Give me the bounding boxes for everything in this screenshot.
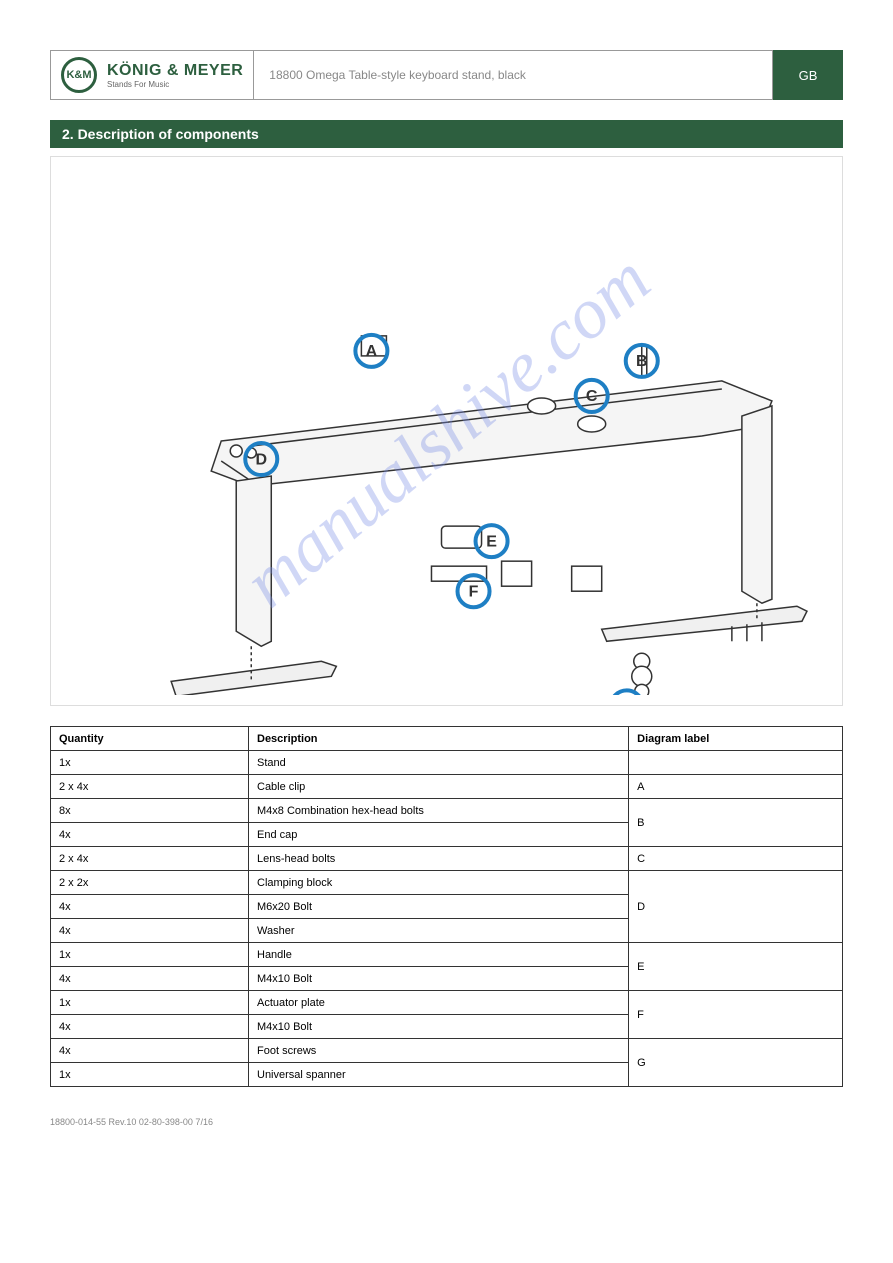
- cell-description: End cap: [249, 823, 629, 847]
- section-title: 2. Description of components: [50, 120, 843, 148]
- header-language-badge: GB: [773, 50, 843, 100]
- cell-description: Foot screws: [249, 1039, 629, 1063]
- cell-diagram-label: B: [629, 799, 843, 847]
- table-row: 2 x 4xCable clipA: [51, 775, 843, 799]
- col-header-quantity: Quantity: [51, 727, 249, 751]
- table-row: 1xActuator plateF: [51, 991, 843, 1015]
- cell-quantity: 4x: [51, 1039, 249, 1063]
- cell-quantity: 2 x 4x: [51, 847, 249, 871]
- parts-table: Quantity Description Diagram label 1xSta…: [50, 726, 843, 1087]
- cell-quantity: 1x: [51, 1063, 249, 1087]
- cell-diagram-label: E: [629, 943, 843, 991]
- logo-sub-text: Stands For Music: [107, 80, 243, 89]
- parts-table-container: Quantity Description Diagram label 1xSta…: [50, 726, 843, 1087]
- cell-description: Washer: [249, 919, 629, 943]
- diagram-marker-label-f: F: [469, 582, 479, 600]
- logo-initials: K&M: [66, 69, 91, 81]
- cell-description: Handle: [249, 943, 629, 967]
- cell-quantity: 4x: [51, 967, 249, 991]
- cell-description: M6x20 Bolt: [249, 895, 629, 919]
- diagram-marker-label-e: E: [486, 532, 497, 550]
- logo-icon: K&M: [61, 57, 97, 93]
- table-header-row: Quantity Description Diagram label: [51, 727, 843, 751]
- cell-description: Lens-head bolts: [249, 847, 629, 871]
- cell-diagram-label: F: [629, 991, 843, 1039]
- diagram-marker-label-d: D: [255, 450, 267, 468]
- table-row: 8xM4x8 Combination hex-head boltsB: [51, 799, 843, 823]
- cell-diagram-label: [629, 751, 843, 775]
- cell-quantity: 1x: [51, 751, 249, 775]
- cell-description: M4x10 Bolt: [249, 967, 629, 991]
- cell-quantity: 4x: [51, 823, 249, 847]
- assembly-diagram: ABCDEFG manualshive.com: [50, 156, 843, 706]
- logo-main-text: KÖNIG & MEYER: [107, 62, 243, 80]
- cell-quantity: 4x: [51, 1015, 249, 1039]
- cell-description: Cable clip: [249, 775, 629, 799]
- cell-diagram-label: D: [629, 871, 843, 943]
- table-row: 1xHandleE: [51, 943, 843, 967]
- cell-quantity: 1x: [51, 991, 249, 1015]
- table-row: 2 x 4xLens-head boltsC: [51, 847, 843, 871]
- cell-quantity: 2 x 4x: [51, 775, 249, 799]
- cell-description: M4x10 Bolt: [249, 1015, 629, 1039]
- diagram-svg: ABCDEFG: [61, 167, 832, 695]
- header-title: 18800 Omega Table-style keyboard stand, …: [254, 50, 773, 100]
- cell-description: M4x8 Combination hex-head bolts: [249, 799, 629, 823]
- table-row: 2 x 2xClamping blockD: [51, 871, 843, 895]
- logo-text-block: KÖNIG & MEYER Stands For Music: [107, 62, 243, 89]
- diagram-marker-label-b: B: [636, 352, 648, 370]
- cell-quantity: 4x: [51, 919, 249, 943]
- cell-description: Clamping block: [249, 871, 629, 895]
- cell-quantity: 4x: [51, 895, 249, 919]
- col-header-description: Description: [249, 727, 629, 751]
- page-footer: 18800-014-55 Rev.10 02-80-398-00 7/16: [50, 1117, 843, 1127]
- cell-quantity: 1x: [51, 943, 249, 967]
- logo-section: K&M KÖNIG & MEYER Stands For Music: [50, 50, 254, 100]
- col-header-label: Diagram label: [629, 727, 843, 751]
- cell-description: Stand: [249, 751, 629, 775]
- diagram-marker-label-a: A: [366, 342, 378, 360]
- cell-diagram-label: G: [629, 1039, 843, 1087]
- cell-description: Actuator plate: [249, 991, 629, 1015]
- cell-quantity: 2 x 2x: [51, 871, 249, 895]
- cell-quantity: 8x: [51, 799, 249, 823]
- cell-diagram-label: C: [629, 847, 843, 871]
- cell-description: Universal spanner: [249, 1063, 629, 1087]
- diagram-marker-label-c: C: [586, 387, 598, 405]
- cell-diagram-label: A: [629, 775, 843, 799]
- table-row: 4xFoot screwsG: [51, 1039, 843, 1063]
- table-row: 1xStand: [51, 751, 843, 775]
- page-header: K&M KÖNIG & MEYER Stands For Music 18800…: [50, 50, 843, 100]
